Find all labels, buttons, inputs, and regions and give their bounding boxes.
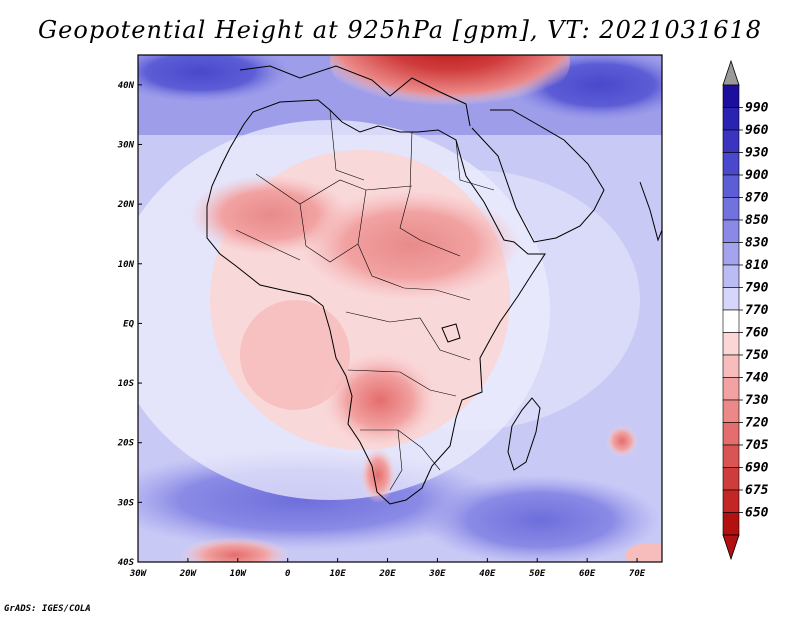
colorbar-label-720: 720: [745, 416, 769, 431]
border-line: [299, 189, 367, 263]
coastlines: [206, 65, 662, 505]
colorbar-swatch: [722, 152, 740, 176]
colorbar-swatch: [722, 377, 740, 401]
map-title: Geopotential Height at 925hPa [gpm], VT:…: [38, 16, 762, 44]
colorbar-over-triangle: [722, 59, 740, 86]
colorbar-under-triangle: [722, 534, 740, 561]
lon-label-20e: 20E: [378, 569, 396, 579]
colorbar-label-705: 705: [745, 438, 769, 453]
lat-label-10n: 10N: [118, 260, 135, 270]
lon-label-50e: 50E: [529, 569, 546, 579]
colorbar-swatch: [722, 242, 740, 266]
colorbar-label-930: 930: [745, 146, 769, 161]
field-southwest-low: [180, 537, 290, 562]
colorbar-swatch: [722, 197, 740, 221]
colorbar-swatch: [722, 489, 740, 513]
colorbar-swatch: [722, 422, 740, 446]
field-atlantic-low: [138, 55, 290, 102]
colorbar-label-740: 740: [745, 371, 769, 386]
colorbar-swatch: [722, 107, 740, 131]
colorbar-swatch: [722, 287, 740, 311]
colorbar-label-900: 900: [745, 168, 769, 183]
colorbar-label-990: 990: [745, 101, 769, 116]
field-south-indian: [420, 475, 660, 562]
border-line: [455, 139, 495, 191]
colorbar-swatch: [722, 467, 740, 491]
border-line: [345, 311, 471, 361]
colorbar-label-690: 690: [745, 461, 769, 476]
lon-label-20w: 20W: [179, 569, 198, 579]
colorbar-swatch: [722, 512, 740, 536]
colorbar-label-810: 810: [745, 258, 769, 273]
colorbar-label-730: 730: [745, 393, 769, 408]
longitude-axis: 30W 20W 10W 0 10E 20E 30E 40E 50E 60E 70E: [129, 558, 646, 579]
lat-label-40n: 40N: [118, 81, 135, 91]
lat-label-10s: 10S: [118, 379, 135, 389]
africa-coastline: [206, 99, 546, 505]
lat-label-30n: 30N: [117, 140, 135, 150]
lat-label-eq: EQ: [123, 319, 134, 329]
lake-victoria: [441, 323, 461, 343]
field-gulf-guinea: [240, 300, 350, 410]
lat-label-20s: 20S: [117, 439, 135, 449]
colorbar-swatch: [722, 84, 740, 108]
colorbar-swatch: [722, 219, 740, 243]
colorbar-swatch: [722, 354, 740, 378]
lon-label-30e: 30E: [428, 569, 446, 579]
lon-label-0: 0: [285, 569, 291, 579]
lon-label-10e: 10E: [329, 569, 346, 579]
field-kalahari: [360, 447, 396, 503]
madagascar-coastline: [507, 397, 541, 471]
colorbar-label-870: 870: [745, 191, 769, 206]
colorbar-swatch: [722, 399, 740, 423]
border-line: [389, 429, 403, 491]
field-southeast-low: [625, 543, 662, 562]
latitude-axis: 40N 30N 20N 10N EQ 10S 20S 30S 40S: [117, 81, 142, 568]
lon-label-70e: 70E: [629, 569, 646, 579]
border-line: [357, 243, 471, 301]
colorbar-label-770: 770: [745, 303, 769, 318]
grads-credit: GrADS: IGES/COLA: [4, 604, 91, 614]
plot-frame: [137, 54, 663, 563]
india-coastline: [639, 181, 662, 242]
colorbar: 990 960 930 900 870 850 830 810 790 770 760 750 740 7…: [722, 59, 769, 561]
europe-coastline: [239, 65, 471, 127]
lon-label-30w: 30W: [129, 569, 148, 579]
colorbar-swatch: [722, 332, 740, 356]
border-line: [347, 369, 457, 397]
border-line: [360, 429, 441, 471]
border-line: [399, 131, 461, 257]
lon-label-40e: 40E: [479, 569, 496, 579]
colorbar-label-790: 790: [745, 281, 769, 296]
colorbar-label-750: 750: [745, 348, 769, 363]
field-central-sahel: [300, 190, 520, 300]
field-mascarene-low: [606, 425, 638, 457]
colorbar-swatch: [722, 264, 740, 288]
colorbar-label-830: 830: [745, 236, 769, 251]
colorbar-swatch: [722, 174, 740, 198]
country-borders: [235, 109, 495, 491]
border-line: [235, 229, 301, 261]
colorbar-swatch: [722, 444, 740, 468]
colorbar-label-650: 650: [745, 506, 769, 521]
map-field: [138, 55, 662, 562]
lon-label-10w: 10W: [230, 569, 248, 579]
colorbar-label-850: 850: [745, 213, 769, 228]
colorbar-label-960: 960: [745, 123, 769, 138]
arabia-coastline: [471, 109, 605, 243]
field-mediterranean-low: [330, 55, 570, 117]
lat-label-40s: 40S: [118, 558, 135, 568]
colorbar-label-675: 675: [745, 483, 769, 498]
lat-label-30s: 30S: [117, 498, 135, 508]
border-line: [255, 173, 413, 205]
colorbar-swatch: [722, 309, 740, 333]
border-line: [329, 109, 365, 181]
lat-label-20n: 20N: [117, 200, 135, 210]
colorbar-label-760: 760: [745, 326, 769, 341]
colorbar-swatch: [722, 129, 740, 153]
field-south-central: [320, 350, 440, 450]
lon-label-60e: 60E: [579, 569, 596, 579]
